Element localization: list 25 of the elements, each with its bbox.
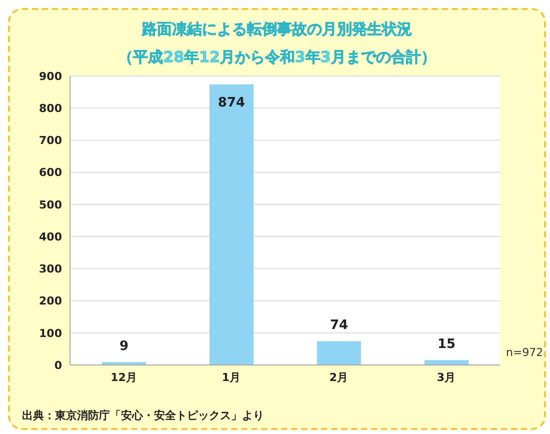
data-label: 874 — [218, 95, 246, 110]
y-tick-label: 400 — [39, 230, 62, 244]
y-tick-label: 100 — [39, 326, 62, 340]
text: n=972 — [506, 346, 544, 359]
y-tick-label: 700 — [39, 134, 62, 148]
y-tick-label: 300 — [39, 262, 62, 276]
chart-title: 路面凍結による転倒事故の月別発生状況 — [141, 20, 413, 39]
y-tick-label: 200 — [39, 294, 62, 308]
x-tick-label: 1月 — [222, 370, 241, 384]
y-tick-label: 800 — [39, 102, 62, 116]
x-tick-label: 12月 — [110, 370, 137, 384]
y-tick-label: 900 — [39, 70, 62, 83]
data-label: 15 — [437, 337, 456, 352]
y-tick-label: 600 — [39, 166, 62, 180]
data-label: 9 — [119, 339, 129, 354]
y-tick-label: 500 — [39, 198, 62, 212]
bar — [317, 341, 361, 365]
source-note: 出典：東京消防庁「安心・安全トピックス」より — [22, 408, 264, 423]
data-label: 74 — [330, 318, 348, 334]
chart-subtitle: （平成28年12月から令和3年3月までの合計） — [117, 48, 437, 67]
bar — [210, 84, 254, 365]
bar — [424, 360, 468, 365]
x-tick-label: 3月 — [436, 370, 456, 384]
x-tick-label: 2月 — [329, 370, 348, 384]
y-tick-label: 0 — [54, 358, 62, 372]
